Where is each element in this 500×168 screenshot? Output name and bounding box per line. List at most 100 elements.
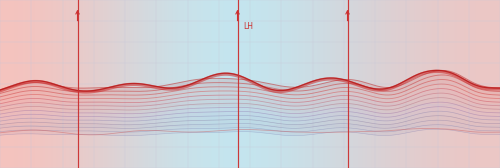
Bar xyxy=(109,0,110,168)
Bar xyxy=(113,0,114,168)
Bar xyxy=(264,0,266,168)
Bar xyxy=(372,0,374,168)
Bar xyxy=(321,0,322,168)
Bar xyxy=(272,0,273,168)
Bar xyxy=(328,0,330,168)
Bar xyxy=(260,0,262,168)
Bar xyxy=(16,0,18,168)
Bar xyxy=(59,0,60,168)
Bar xyxy=(362,0,364,168)
Bar xyxy=(19,0,20,168)
Bar xyxy=(85,0,86,168)
Bar xyxy=(198,0,199,168)
Bar xyxy=(398,0,400,168)
Bar xyxy=(278,0,280,168)
Bar xyxy=(227,0,228,168)
Bar xyxy=(162,0,163,168)
Bar xyxy=(491,0,492,168)
Bar xyxy=(357,0,358,168)
Bar xyxy=(422,0,424,168)
Bar xyxy=(495,0,496,168)
Bar xyxy=(200,0,202,168)
Bar xyxy=(206,0,207,168)
Bar xyxy=(458,0,460,168)
Bar xyxy=(78,0,79,168)
Bar xyxy=(490,0,491,168)
Bar xyxy=(154,0,156,168)
Bar xyxy=(465,0,466,168)
Bar xyxy=(348,0,350,168)
Bar xyxy=(243,0,244,168)
Bar xyxy=(370,0,371,168)
Bar xyxy=(46,0,48,168)
Bar xyxy=(213,0,214,168)
Bar xyxy=(159,0,160,168)
Bar xyxy=(494,0,495,168)
Bar xyxy=(436,0,438,168)
Bar xyxy=(98,0,99,168)
Bar xyxy=(400,0,401,168)
Bar xyxy=(50,0,51,168)
Bar xyxy=(169,0,170,168)
Text: LH: LH xyxy=(244,22,254,31)
Bar xyxy=(92,0,94,168)
Bar xyxy=(100,0,102,168)
Bar xyxy=(371,0,372,168)
Bar xyxy=(252,0,253,168)
Bar xyxy=(310,0,311,168)
Bar xyxy=(481,0,482,168)
Bar xyxy=(401,0,402,168)
Bar xyxy=(0,0,2,168)
Bar xyxy=(130,0,132,168)
Bar xyxy=(179,0,180,168)
Bar xyxy=(48,0,49,168)
Bar xyxy=(173,0,174,168)
Bar xyxy=(404,0,405,168)
Bar xyxy=(254,0,256,168)
Bar xyxy=(35,0,36,168)
Bar xyxy=(22,0,24,168)
Bar xyxy=(136,0,138,168)
Bar xyxy=(390,0,391,168)
Bar xyxy=(123,0,124,168)
Bar xyxy=(14,0,15,168)
Bar xyxy=(386,0,387,168)
Bar xyxy=(143,0,144,168)
Bar xyxy=(298,0,300,168)
Bar xyxy=(103,0,104,168)
Bar xyxy=(232,0,233,168)
Bar xyxy=(257,0,258,168)
Bar xyxy=(79,0,80,168)
Bar xyxy=(224,0,226,168)
Bar xyxy=(336,0,337,168)
Bar xyxy=(129,0,130,168)
Bar xyxy=(402,0,404,168)
Bar xyxy=(332,0,334,168)
Bar xyxy=(445,0,446,168)
Bar xyxy=(381,0,382,168)
Bar xyxy=(12,0,14,168)
Bar xyxy=(486,0,488,168)
Bar xyxy=(408,0,410,168)
Bar xyxy=(66,0,68,168)
Bar xyxy=(10,0,12,168)
Bar xyxy=(430,0,431,168)
Bar xyxy=(124,0,126,168)
Bar xyxy=(451,0,452,168)
Bar xyxy=(418,0,420,168)
Bar xyxy=(138,0,139,168)
Bar xyxy=(144,0,146,168)
Bar xyxy=(380,0,381,168)
Bar xyxy=(242,0,243,168)
Bar xyxy=(108,0,109,168)
Bar xyxy=(237,0,238,168)
Bar xyxy=(60,0,62,168)
Bar xyxy=(246,0,247,168)
Bar xyxy=(99,0,100,168)
Bar xyxy=(256,0,257,168)
Bar xyxy=(384,0,386,168)
Bar xyxy=(478,0,480,168)
Bar xyxy=(132,0,133,168)
Bar xyxy=(40,0,42,168)
Bar xyxy=(412,0,414,168)
